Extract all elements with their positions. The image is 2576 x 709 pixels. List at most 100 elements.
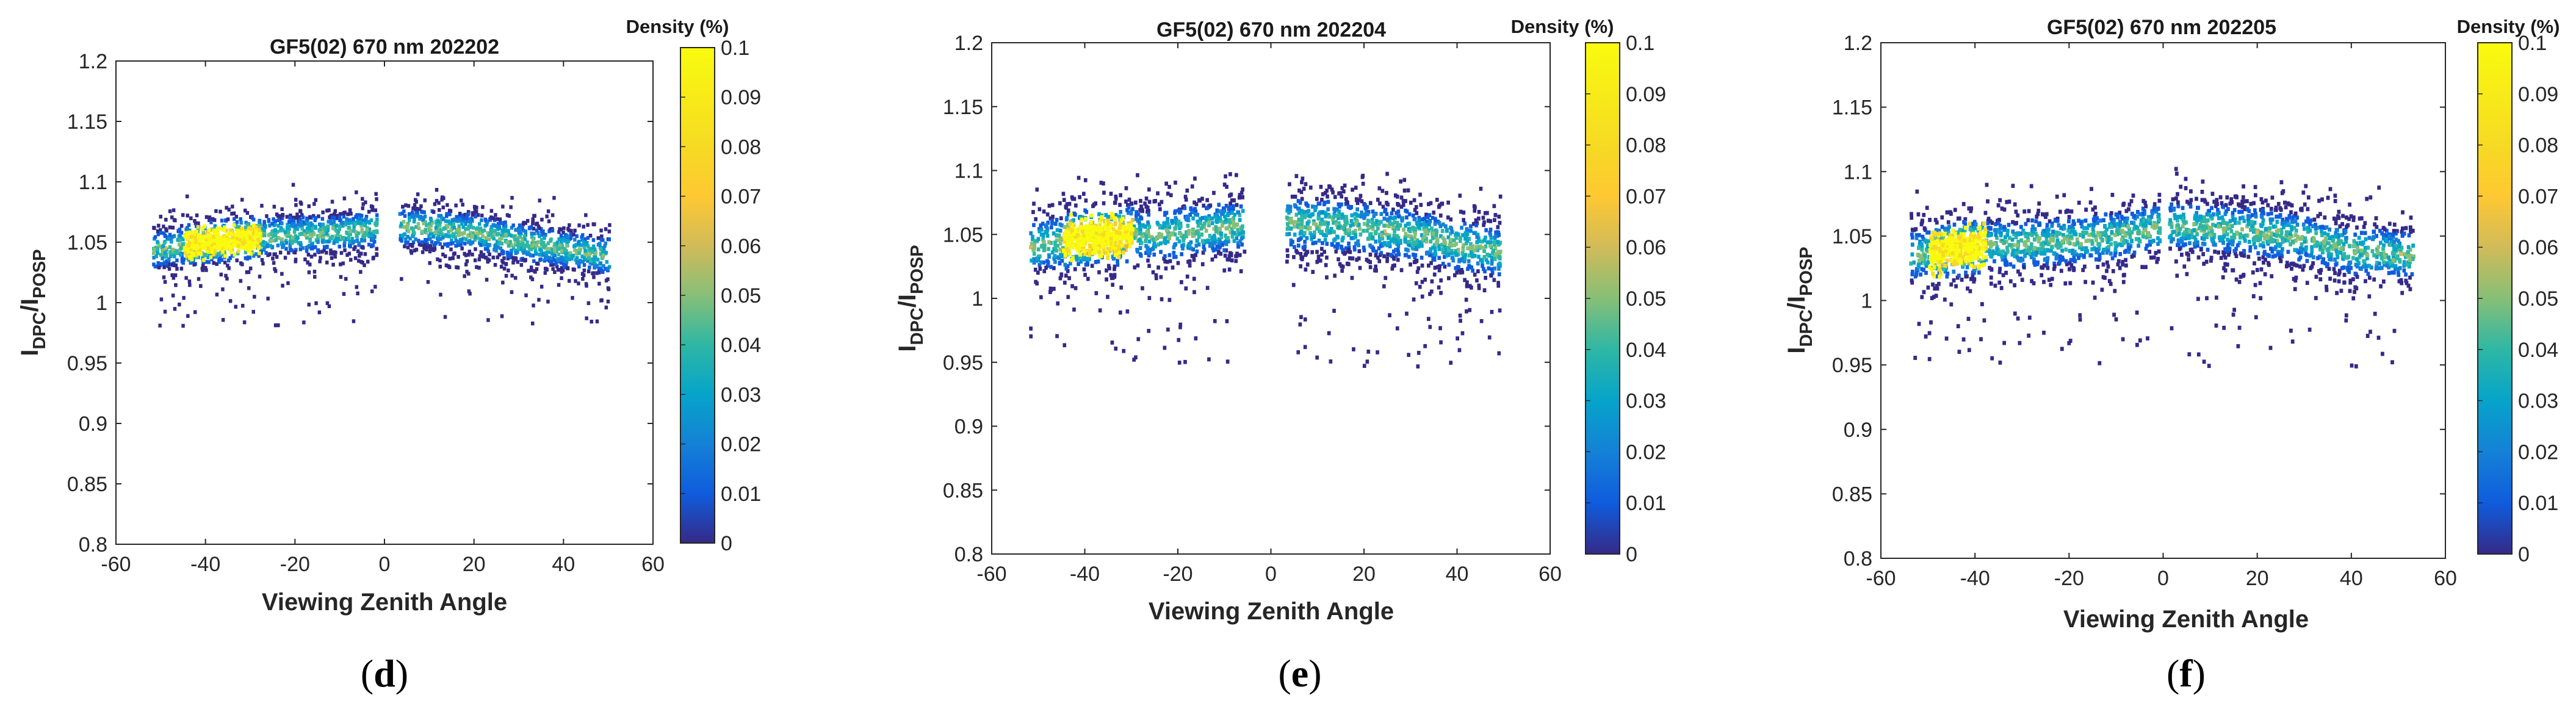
density-point	[1038, 267, 1042, 271]
density-point	[505, 213, 510, 217]
density-point	[1355, 257, 1358, 262]
density-point	[1139, 204, 1143, 209]
density-point	[498, 237, 502, 241]
density-point	[450, 233, 455, 237]
density-point	[498, 217, 502, 221]
density-point	[1303, 215, 1307, 220]
density-point-core	[254, 232, 258, 236]
density-point	[306, 253, 311, 257]
density-point	[1318, 229, 1321, 234]
density-point	[438, 223, 442, 227]
density-point	[285, 215, 289, 219]
density-point	[348, 229, 352, 233]
density-point	[593, 259, 596, 263]
density-point	[1035, 187, 1039, 192]
density-point	[1092, 228, 1095, 233]
density-point	[2284, 205, 2288, 210]
density-point	[413, 217, 416, 221]
density-point-core	[242, 231, 247, 236]
density-point-core	[192, 253, 195, 257]
density-point	[1301, 225, 1304, 229]
density-point-core	[1084, 217, 1088, 221]
density-point-core	[202, 258, 206, 262]
density-point	[411, 240, 416, 245]
density-point	[1405, 311, 1409, 316]
density-point	[1139, 228, 1142, 232]
density-point	[1174, 254, 1178, 259]
density-point	[414, 213, 417, 218]
density-point	[1424, 236, 1428, 241]
density-point	[591, 259, 594, 263]
density-point	[337, 245, 341, 249]
density-point-core	[1088, 224, 1091, 229]
density-point-core	[193, 237, 197, 241]
density-point	[1166, 219, 1169, 223]
density-point-core	[195, 245, 200, 250]
density-point	[1415, 211, 1419, 215]
density-point	[1200, 262, 1205, 267]
density-point	[1454, 231, 1459, 236]
density-point	[532, 231, 536, 236]
density-point	[338, 212, 342, 216]
density-point	[304, 220, 308, 224]
density-point-core	[190, 251, 194, 255]
density-point	[1210, 235, 1214, 240]
density-point	[1138, 207, 1142, 212]
density-point	[1038, 254, 1042, 259]
density-point	[1288, 182, 1291, 187]
density-point	[261, 261, 265, 266]
density-point	[447, 219, 450, 223]
density-point	[341, 261, 345, 265]
density-point	[449, 209, 453, 213]
density-point-core	[1072, 223, 1076, 228]
density-point	[301, 215, 305, 220]
density-point	[1207, 205, 1211, 209]
density-point	[1450, 256, 1454, 261]
density-point	[1471, 268, 1474, 273]
density-point	[2045, 226, 2049, 231]
density-point	[1448, 243, 1452, 247]
density-point	[542, 245, 546, 249]
density-point	[273, 323, 278, 328]
density-point	[1154, 237, 1158, 242]
density-point	[475, 206, 478, 210]
density-point	[503, 220, 507, 225]
y-label-sub-posp: POSP	[907, 245, 927, 294]
density-point	[1030, 242, 1034, 247]
density-point	[1471, 254, 1474, 259]
density-point	[1391, 249, 1396, 254]
density-point	[1437, 204, 1441, 209]
density-point	[1454, 266, 1458, 270]
density-point-core	[210, 250, 214, 254]
density-point	[1325, 275, 1329, 279]
density-point	[241, 304, 245, 308]
density-point	[290, 241, 294, 245]
density-point	[554, 262, 558, 266]
density-point	[519, 247, 522, 251]
density-point	[1113, 221, 1117, 226]
density-point	[345, 217, 348, 221]
density-point	[1394, 211, 1399, 215]
density-point	[424, 240, 427, 244]
density-point	[1227, 267, 1232, 272]
density-point-core	[1126, 234, 1130, 238]
density-point	[1402, 178, 1407, 182]
density-point	[471, 226, 475, 230]
density-point	[1415, 245, 1419, 250]
density-point	[1313, 207, 1317, 211]
density-point	[1935, 286, 1939, 291]
density-point	[530, 235, 534, 239]
density-point	[2042, 279, 2046, 284]
density-point	[179, 253, 182, 257]
density-point	[1042, 242, 1045, 247]
density-point	[325, 251, 328, 255]
density-point-core	[215, 229, 219, 233]
density-point	[1208, 234, 1212, 238]
density-point	[1454, 236, 1459, 240]
density-point	[409, 226, 413, 231]
density-point	[362, 223, 366, 227]
density-point	[569, 229, 573, 233]
density-point	[1388, 215, 1392, 220]
density-point	[286, 224, 290, 228]
density-point	[2293, 233, 2298, 237]
